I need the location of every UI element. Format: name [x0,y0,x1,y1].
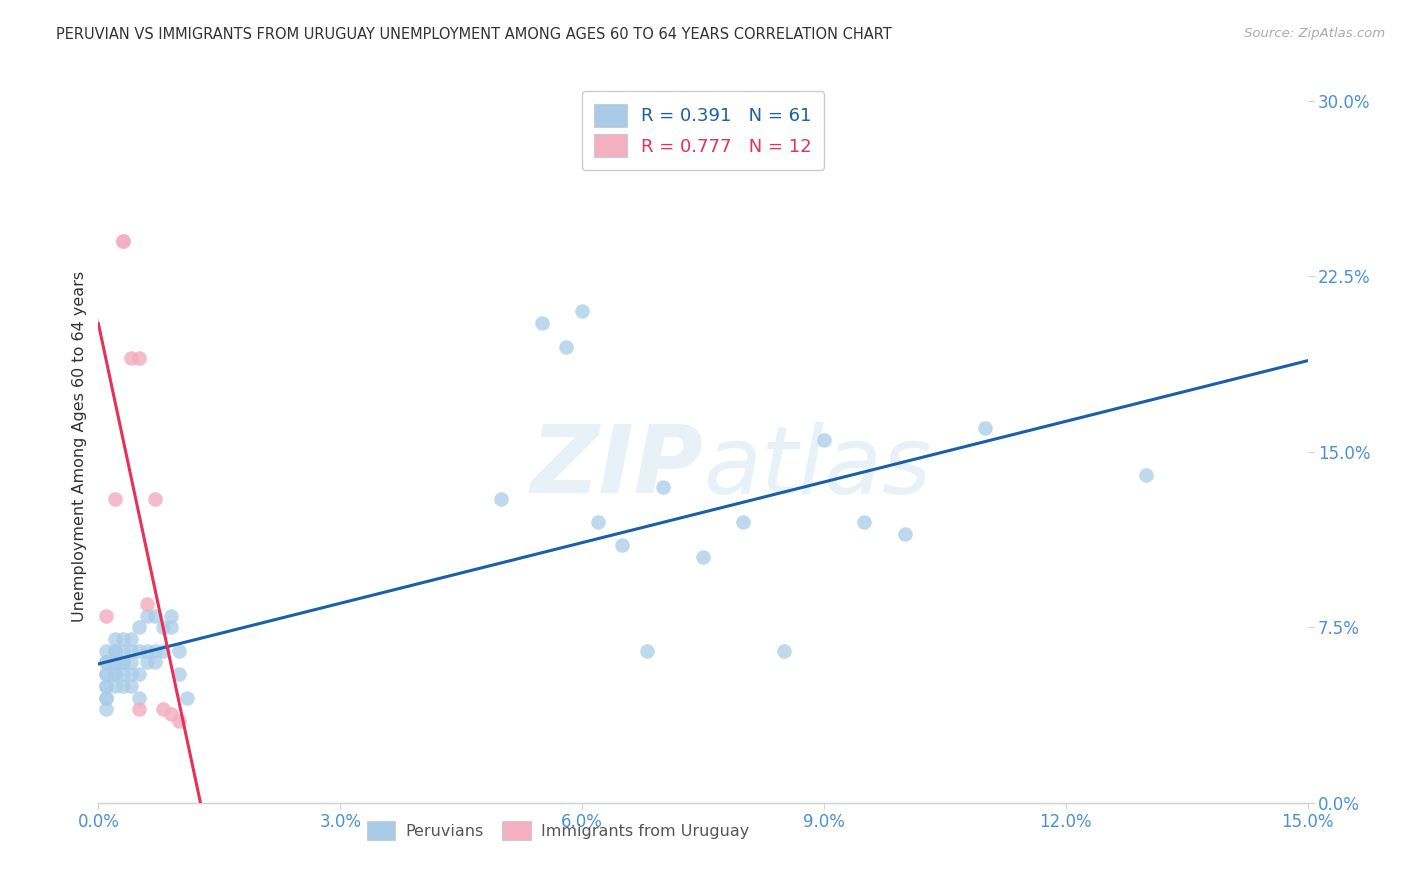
Point [128,620,150,634]
Point [120,679,142,693]
Point [167,667,190,681]
Point [143,644,166,658]
Point [636,644,658,658]
Point [120,632,142,646]
Point [813,433,835,447]
Point [111,234,134,248]
Point [103,656,125,670]
Point [111,644,134,658]
Point [103,644,125,658]
Point [893,526,915,541]
Point [135,608,157,623]
Point [128,644,150,658]
Point [555,340,578,354]
Point [103,644,125,658]
Point [128,702,150,716]
Point [772,644,794,658]
Legend: Peruvians, Immigrants from Uruguay: Peruvians, Immigrants from Uruguay [360,815,755,847]
Point [96,702,118,716]
Point [111,234,134,248]
Point [111,656,134,670]
Point [111,632,134,646]
Point [160,620,183,634]
Text: PERUVIAN VS IMMIGRANTS FROM URUGUAY UNEMPLOYMENT AMONG AGES 60 TO 64 YEARS CORRE: PERUVIAN VS IMMIGRANTS FROM URUGUAY UNEM… [56,27,891,42]
Point [96,608,118,623]
Point [103,667,125,681]
Point [96,656,118,670]
Point [111,679,134,693]
Point [152,620,174,634]
Point [103,656,125,670]
Point [135,644,157,658]
Point [96,667,118,681]
Point [143,608,166,623]
Point [103,667,125,681]
Point [128,351,150,366]
Point [491,491,513,506]
Point [974,421,997,435]
Point [128,690,150,705]
Point [733,515,755,529]
Point [135,597,157,611]
Point [96,679,118,693]
Point [96,644,118,658]
Point [160,608,183,623]
Text: atlas: atlas [703,422,931,513]
Point [135,656,157,670]
Point [103,632,125,646]
Point [612,538,634,552]
Point [96,667,118,681]
Point [143,491,166,506]
Point [103,491,125,506]
Point [103,679,125,693]
Point [692,550,714,565]
Text: Source: ZipAtlas.com: Source: ZipAtlas.com [1244,27,1385,40]
Point [586,515,609,529]
Point [120,667,142,681]
Point [651,480,673,494]
Point [120,656,142,670]
Y-axis label: Unemployment Among Ages 60 to 64 years: Unemployment Among Ages 60 to 64 years [72,270,87,622]
Point [96,656,118,670]
Point [128,667,150,681]
Point [152,644,174,658]
Point [111,667,134,681]
Point [167,714,190,728]
Point [853,515,876,529]
Point [143,656,166,670]
Point [120,644,142,658]
Point [176,690,198,705]
Point [96,690,118,705]
Point [1135,468,1157,483]
Point [96,679,118,693]
Point [111,656,134,670]
Point [120,351,142,366]
Point [167,644,190,658]
Point [152,702,174,716]
Point [571,304,593,318]
Point [160,706,183,721]
Point [96,690,118,705]
Text: ZIP: ZIP [530,421,703,514]
Point [530,316,553,330]
